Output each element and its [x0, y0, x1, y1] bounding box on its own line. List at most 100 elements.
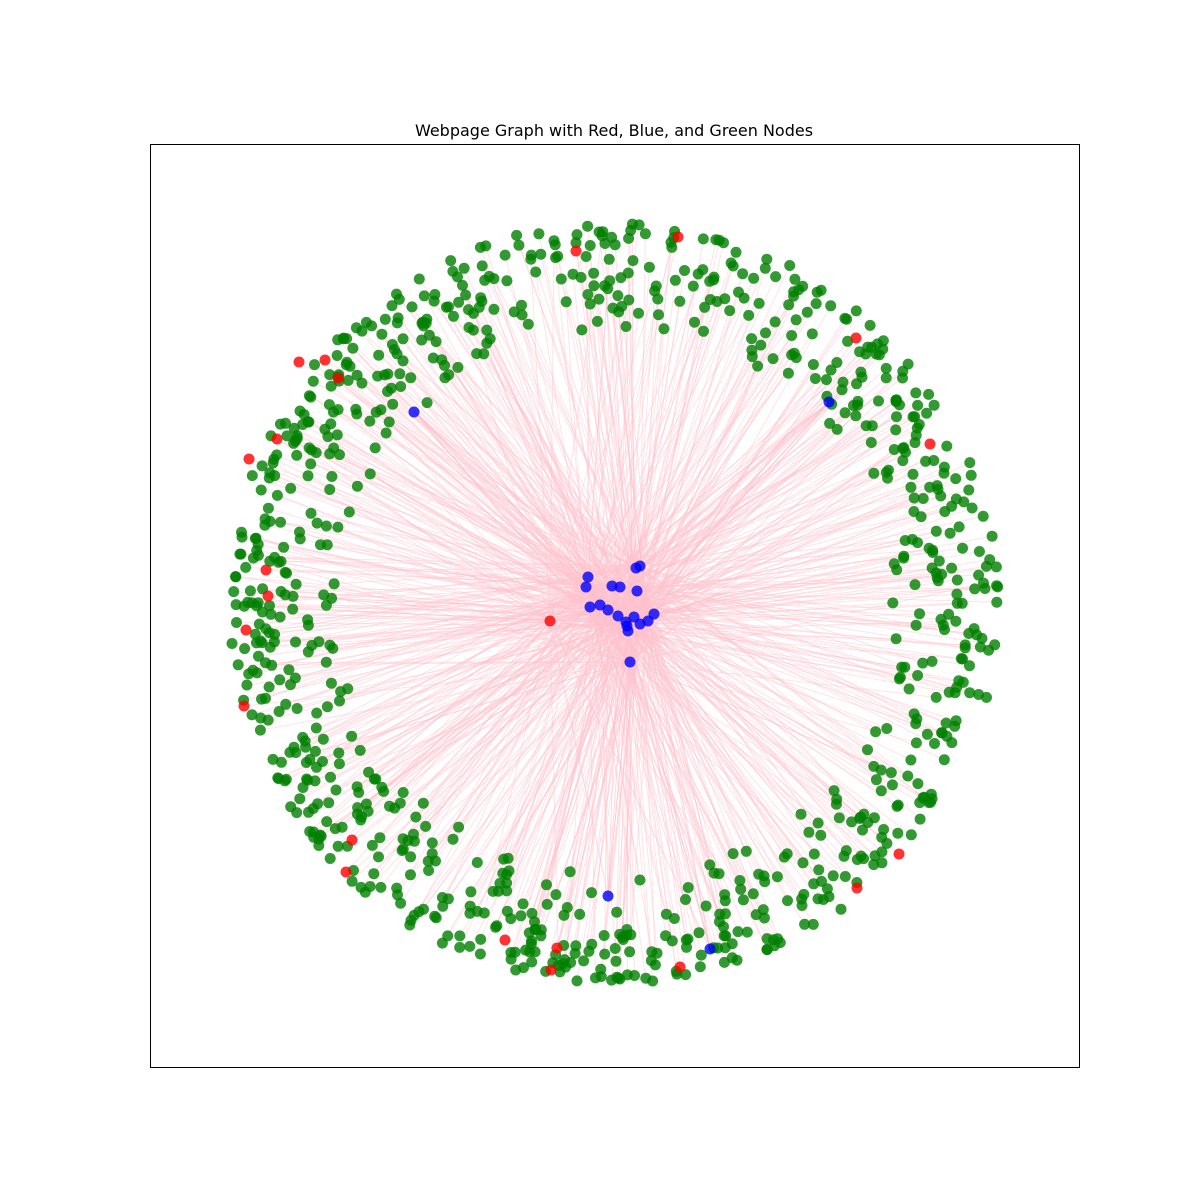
green-node [305, 507, 317, 519]
graph-edge [356, 413, 551, 622]
green-node [313, 636, 325, 648]
green-node [727, 848, 739, 860]
graph-edge [611, 620, 649, 981]
green-node [305, 391, 317, 403]
graph-edge [555, 620, 649, 955]
green-node [888, 444, 900, 455]
green-node [591, 315, 603, 327]
blue-node [580, 581, 592, 593]
green-node [586, 887, 597, 899]
graph-edge [629, 449, 895, 663]
green-node [733, 286, 744, 298]
graph-edge [409, 620, 649, 926]
graph-edge [626, 477, 888, 627]
graph-edge [497, 625, 628, 892]
graph-edge [629, 582, 984, 663]
green-node [653, 309, 664, 321]
graph-edge [329, 621, 627, 646]
graph-edge [626, 625, 905, 668]
graph-edge [394, 349, 641, 567]
graph-edge [243, 615, 619, 701]
green-node [476, 260, 488, 272]
green-node [560, 296, 572, 308]
graph-edge [549, 530, 937, 622]
green-node [731, 954, 743, 966]
graph-edge [611, 276, 715, 587]
green-node [413, 906, 425, 918]
graph-edge [607, 586, 621, 897]
graph-edge [508, 615, 619, 872]
green-node [463, 322, 475, 333]
graph-edge [347, 585, 613, 690]
graph-edge [599, 401, 897, 606]
graph-edge [311, 449, 628, 627]
graph-edge [636, 289, 800, 592]
green-node [609, 943, 621, 954]
graph-edge [611, 472, 945, 587]
graph-edge [627, 416, 914, 632]
graph-edge [653, 613, 861, 819]
graph-edge [635, 567, 932, 795]
green-node [226, 638, 238, 649]
graph-edge [535, 586, 621, 930]
graph-edge [332, 609, 609, 649]
green-node [405, 851, 417, 863]
graph-edge [255, 537, 619, 617]
green-node [404, 919, 416, 931]
green-node [442, 930, 454, 942]
graph-edge [387, 391, 609, 611]
graph-edge [625, 247, 673, 623]
green-node [351, 480, 363, 492]
graph-edge [627, 511, 915, 632]
green-node [249, 628, 261, 640]
graph-edge [369, 420, 619, 617]
graph-edge [296, 435, 638, 592]
graph-edge [280, 616, 627, 623]
green-node [251, 600, 262, 612]
green-node [897, 455, 909, 467]
graph-edge [639, 565, 656, 965]
green-node [324, 484, 336, 495]
graph-edge [274, 623, 641, 643]
graph-edge [639, 623, 899, 834]
green-node [474, 948, 486, 960]
graph-edge [549, 620, 950, 693]
graph-edge [349, 511, 635, 618]
graph-edge [619, 586, 948, 737]
graph-edge [323, 594, 631, 663]
graph-edge [589, 586, 998, 608]
graph-edge [339, 621, 627, 702]
graph-edge [587, 576, 726, 901]
green-node [885, 767, 897, 779]
graph-edge [264, 518, 587, 588]
graph-edge [261, 465, 601, 606]
graph-edge [635, 301, 681, 569]
graph-edge [357, 615, 619, 809]
graph-edge [625, 267, 650, 623]
graph-edge [374, 625, 628, 780]
graph-edge [346, 338, 613, 587]
green-node [599, 948, 611, 960]
graph-edge [625, 405, 854, 623]
graph-edge [527, 324, 609, 611]
green-node [944, 527, 956, 539]
green-node [369, 442, 381, 454]
green-node [321, 816, 333, 828]
green-node [375, 881, 387, 893]
graph-edge [626, 625, 687, 940]
graph-edge [356, 590, 638, 788]
graph-edge [625, 265, 791, 623]
green-node [265, 608, 277, 620]
graph-edge [636, 590, 917, 626]
graph-edge [367, 590, 638, 812]
graph-edge [598, 299, 635, 618]
green-node [902, 358, 914, 370]
green-node [515, 910, 527, 922]
graph-edge [653, 364, 814, 615]
graph-edge [633, 557, 904, 618]
green-node [759, 876, 771, 888]
graph-edge [575, 242, 619, 617]
graph-edge [448, 306, 649, 622]
green-node [609, 239, 621, 251]
